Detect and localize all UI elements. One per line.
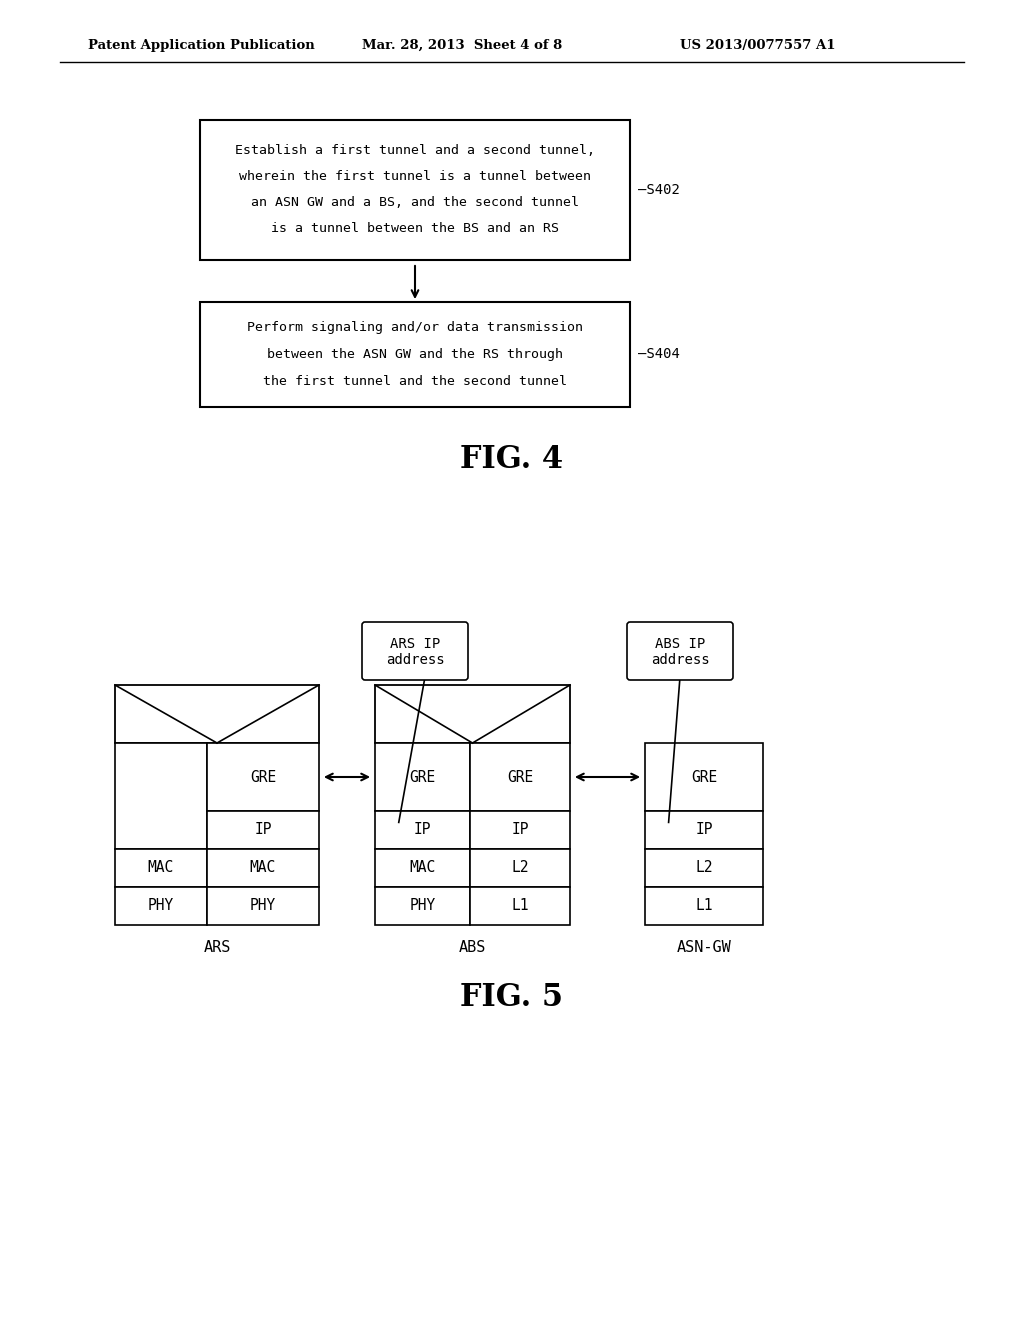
Text: is a tunnel between the BS and an RS: is a tunnel between the BS and an RS [271, 223, 559, 235]
Bar [115, 849, 207, 887]
Text: GRE: GRE [507, 770, 534, 784]
Text: GRE: GRE [250, 770, 276, 784]
Bar [470, 810, 570, 849]
Bar [645, 743, 763, 810]
Bar [207, 743, 319, 810]
Bar [645, 810, 763, 849]
Text: wherein the first tunnel is a tunnel between: wherein the first tunnel is a tunnel bet… [239, 170, 591, 183]
Text: FIG. 5: FIG. 5 [461, 982, 563, 1012]
Text: GRE: GRE [691, 770, 717, 784]
Text: L2: L2 [511, 861, 528, 875]
Text: L1: L1 [511, 899, 528, 913]
Bar [645, 849, 763, 887]
Bar [207, 810, 319, 849]
Text: ABS IP: ABS IP [655, 638, 706, 651]
Text: —S404: —S404 [638, 347, 680, 362]
Text: the first tunnel and the second tunnel: the first tunnel and the second tunnel [263, 375, 567, 388]
Text: MAC: MAC [410, 861, 435, 875]
Text: —S402: —S402 [638, 183, 680, 197]
Text: PHY: PHY [410, 899, 435, 913]
Text: ARS IP: ARS IP [390, 638, 440, 651]
Bar [470, 887, 570, 925]
Text: IP: IP [254, 822, 271, 837]
Text: Establish a first tunnel and a second tunnel,: Establish a first tunnel and a second tu… [234, 144, 595, 157]
Text: US 2013/0077557 A1: US 2013/0077557 A1 [680, 38, 836, 51]
Text: Perform signaling and/or data transmission: Perform signaling and/or data transmissi… [247, 321, 583, 334]
Text: PHY: PHY [250, 899, 276, 913]
Text: IP: IP [511, 822, 528, 837]
Bar [375, 887, 470, 925]
Bar [470, 849, 570, 887]
Bar [375, 849, 470, 887]
Text: L1: L1 [695, 899, 713, 913]
Bar [115, 887, 207, 925]
Text: IP: IP [414, 822, 431, 837]
FancyBboxPatch shape [362, 622, 468, 680]
Text: address: address [650, 653, 710, 667]
Text: between the ASN GW and the RS through: between the ASN GW and the RS through [267, 348, 563, 360]
Bar [115, 685, 319, 743]
Text: Mar. 28, 2013  Sheet 4 of 8: Mar. 28, 2013 Sheet 4 of 8 [362, 38, 562, 51]
Text: FIG. 4: FIG. 4 [461, 444, 563, 474]
Bar [375, 685, 570, 743]
Bar [470, 743, 570, 810]
Text: an ASN GW and a BS, and the second tunnel: an ASN GW and a BS, and the second tunne… [251, 197, 579, 210]
Text: Patent Application Publication: Patent Application Publication [88, 38, 314, 51]
Bar [375, 810, 470, 849]
Bar [645, 887, 763, 925]
Bar [375, 743, 470, 810]
Text: ARS: ARS [204, 940, 230, 954]
Bar [207, 887, 319, 925]
Text: ABS: ABS [459, 940, 486, 954]
Bar [200, 120, 630, 260]
Text: MAC: MAC [250, 861, 276, 875]
Text: PHY: PHY [147, 899, 174, 913]
Bar [200, 302, 630, 407]
Bar [207, 849, 319, 887]
Text: IP: IP [695, 822, 713, 837]
Bar [115, 743, 207, 849]
Text: ASN-GW: ASN-GW [677, 940, 731, 954]
Text: L2: L2 [695, 861, 713, 875]
Text: GRE: GRE [410, 770, 435, 784]
Text: MAC: MAC [147, 861, 174, 875]
Text: address: address [386, 653, 444, 667]
FancyBboxPatch shape [627, 622, 733, 680]
